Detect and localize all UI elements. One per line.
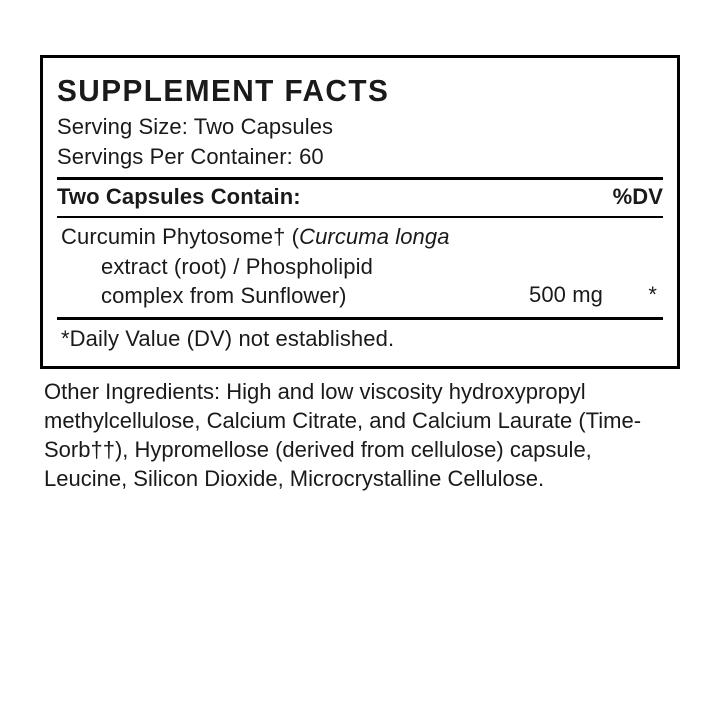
serving-size-row: Serving Size: Two Capsules bbox=[57, 112, 663, 142]
ingredient-amount: 500 mg bbox=[493, 280, 603, 311]
serving-block: Serving Size: Two Capsules Servings Per … bbox=[57, 112, 663, 180]
ingredient-name: Curcumin Phytosome† (Curcuma longa extra… bbox=[57, 222, 493, 311]
ingredient-line3: complex from Sunflower) bbox=[61, 281, 483, 311]
servings-per-row: Servings Per Container: 60 bbox=[57, 142, 663, 172]
ingredient-row: Curcumin Phytosome† (Curcuma longa extra… bbox=[57, 218, 663, 320]
serving-size-value: Two Capsules bbox=[194, 114, 333, 139]
column-header-row: Two Capsules Contain: %DV bbox=[57, 180, 663, 218]
ingredient-line1-plain: Curcumin Phytosome† ( bbox=[61, 224, 299, 249]
ingredient-line1-italic: Curcuma longa bbox=[299, 224, 450, 249]
dv-footnote: *Daily Value (DV) not established. bbox=[57, 320, 663, 356]
header-left: Two Capsules Contain: bbox=[57, 182, 301, 212]
ingredient-line2: extract (root) / Phospholipid bbox=[61, 252, 483, 282]
servings-per-value: 60 bbox=[299, 144, 324, 169]
other-ingredients: Other Ingredients: High and low viscosit… bbox=[40, 369, 680, 493]
panel-title: SUPPLEMENT FACTS bbox=[57, 66, 639, 112]
servings-per-label: Servings Per Container: bbox=[57, 144, 293, 169]
supplement-facts-panel: SUPPLEMENT FACTS Serving Size: Two Capsu… bbox=[40, 55, 680, 369]
ingredient-dv: * bbox=[603, 280, 663, 311]
header-right: %DV bbox=[613, 182, 663, 212]
serving-size-label: Serving Size: bbox=[57, 114, 188, 139]
